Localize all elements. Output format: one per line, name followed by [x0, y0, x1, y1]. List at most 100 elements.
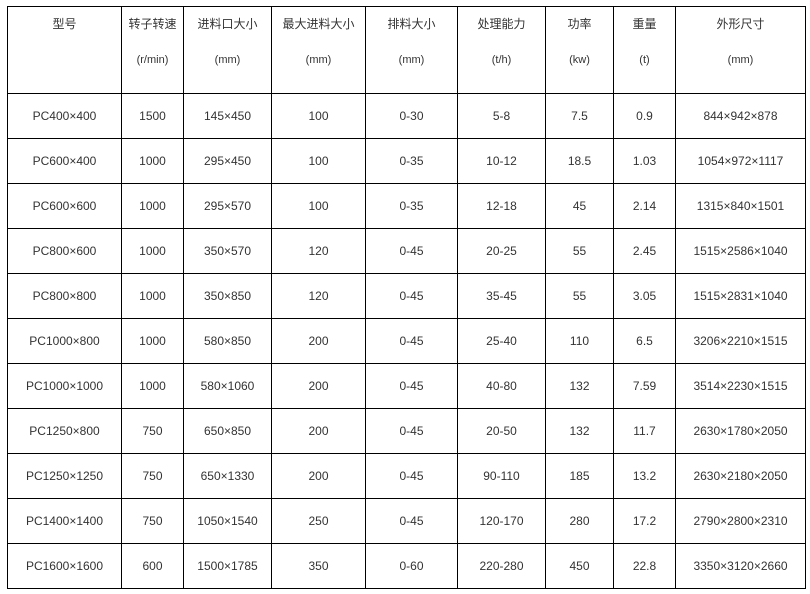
table-cell: 0-45: [365, 453, 458, 499]
table-cell: 2630×2180×2050: [675, 453, 806, 499]
table-cell: 750: [121, 408, 184, 454]
table-row: PC400×400 1500 145×450 100 0-30 5-8 7.5 0.9 844×…: [7, 93, 806, 139]
table-cell: 13.2: [613, 453, 676, 499]
table-cell: 3.05: [613, 273, 676, 319]
table-row: PC800×800 1000 350×850 120 0-45 35-45 55 3.05 15…: [7, 273, 806, 319]
column-unit: (t/h): [491, 54, 512, 66]
table-cell: 0-45: [365, 273, 458, 319]
table-cell: 2.14: [613, 183, 676, 229]
table-cell: 750: [121, 498, 184, 544]
table-cell: 12-18: [457, 183, 546, 229]
column-header: 外形尺寸 (mm): [675, 6, 806, 94]
specs-table: 型号 转子转速 (r/min) 进料口大小 (mm) 最大进料大小 (mm) 排料大小 (mm)…: [7, 6, 806, 589]
table-cell: 185: [545, 453, 614, 499]
table-cell: 145×450: [183, 93, 272, 139]
table-cell: 22.8: [613, 543, 676, 589]
table-cell: 0-45: [365, 363, 458, 409]
table-cell: 100: [271, 93, 366, 139]
table-cell: 5-8: [457, 93, 546, 139]
column-unit: (mm): [398, 54, 425, 66]
table-cell: 0-60: [365, 543, 458, 589]
column-unit: (t): [639, 54, 650, 66]
column-unit: (r/min): [136, 54, 169, 66]
table-cell: 650×1330: [183, 453, 272, 499]
table-cell: PC1400×1400: [7, 498, 122, 544]
table-cell: 1000: [121, 138, 184, 184]
table-cell: 580×1060: [183, 363, 272, 409]
table-cell: 0-35: [365, 138, 458, 184]
column-name: 型号: [52, 17, 77, 31]
table-cell: 10-12: [457, 138, 546, 184]
table-cell: 0-45: [365, 228, 458, 274]
table-cell: 200: [271, 408, 366, 454]
table-cell: 1500: [121, 93, 184, 139]
table-cell: 1000: [121, 228, 184, 274]
column-name: 重量: [632, 17, 657, 31]
table-cell: 7.59: [613, 363, 676, 409]
table-cell: PC800×600: [7, 228, 122, 274]
table-cell: 1000: [121, 363, 184, 409]
table-cell: 350: [271, 543, 366, 589]
column-name: 进料口大小: [197, 17, 258, 31]
table-cell: 3514×2230×1515: [675, 363, 806, 409]
table-cell: 750: [121, 453, 184, 499]
table-cell: PC1000×800: [7, 318, 122, 364]
column-header: 处理能力 (t/h): [457, 6, 546, 94]
table-cell: 220-280: [457, 543, 546, 589]
table-cell: 200: [271, 453, 366, 499]
table-cell: 120: [271, 228, 366, 274]
table-cell: 600: [121, 543, 184, 589]
table-cell: 200: [271, 363, 366, 409]
table-cell: 1054×972×1117: [675, 138, 806, 184]
column-unit: (mm): [214, 54, 241, 66]
table-cell: 3350×3120×2660: [675, 543, 806, 589]
column-name: 转子转速: [128, 17, 177, 31]
table-cell: 132: [545, 408, 614, 454]
table-cell: 55: [545, 273, 614, 319]
column-header: 转子转速 (r/min): [121, 6, 184, 94]
table-cell: 0-45: [365, 318, 458, 364]
table-cell: 25-40: [457, 318, 546, 364]
table-cell: 110: [545, 318, 614, 364]
table-cell: 1000: [121, 318, 184, 364]
table-cell: PC1250×800: [7, 408, 122, 454]
table-cell: 6.5: [613, 318, 676, 364]
table-cell: PC1000×1000: [7, 363, 122, 409]
table-cell: PC600×600: [7, 183, 122, 229]
table-cell: 11.7: [613, 408, 676, 454]
column-name: 外形尺寸: [716, 17, 765, 31]
table-cell: 1.03: [613, 138, 676, 184]
column-header: 排料大小 (mm): [365, 6, 458, 94]
table-cell: 17.2: [613, 498, 676, 544]
table-cell: 0-45: [365, 408, 458, 454]
column-unit: (mm): [305, 54, 332, 66]
column-header: 重量 (t): [613, 6, 676, 94]
table-cell: 250: [271, 498, 366, 544]
table-row: PC1400×1400 750 1050×1540 250 0-45 120-170 280…: [7, 498, 806, 544]
column-header: 功率 (kw): [545, 6, 614, 94]
table-cell: 1000: [121, 273, 184, 319]
table-cell: 350×570: [183, 228, 272, 274]
column-name: 处理能力: [477, 17, 526, 31]
table-cell: 0-35: [365, 183, 458, 229]
table-cell: 0.9: [613, 93, 676, 139]
table-cell: 20-50: [457, 408, 546, 454]
table-cell: 1515×2831×1040: [675, 273, 806, 319]
table-cell: 18.5: [545, 138, 614, 184]
table-cell: PC600×400: [7, 138, 122, 184]
table-cell: 0-30: [365, 93, 458, 139]
table-cell: 40-80: [457, 363, 546, 409]
table-cell: 295×570: [183, 183, 272, 229]
table-cell: 1515×2586×1040: [675, 228, 806, 274]
table-cell: 100: [271, 138, 366, 184]
table-cell: 450: [545, 543, 614, 589]
table-cell: 280: [545, 498, 614, 544]
table-cell: 1050×1540: [183, 498, 272, 544]
table-cell: 90-110: [457, 453, 546, 499]
column-name: 最大进料大小: [282, 17, 355, 31]
table-cell: 100: [271, 183, 366, 229]
column-header: 型号: [7, 6, 122, 94]
table-cell: 3206×2210×1515: [675, 318, 806, 364]
table-row: PC800×600 1000 350×570 120 0-45 20-25 55 2.45 15…: [7, 228, 806, 274]
table-cell: 2790×2800×2310: [675, 498, 806, 544]
